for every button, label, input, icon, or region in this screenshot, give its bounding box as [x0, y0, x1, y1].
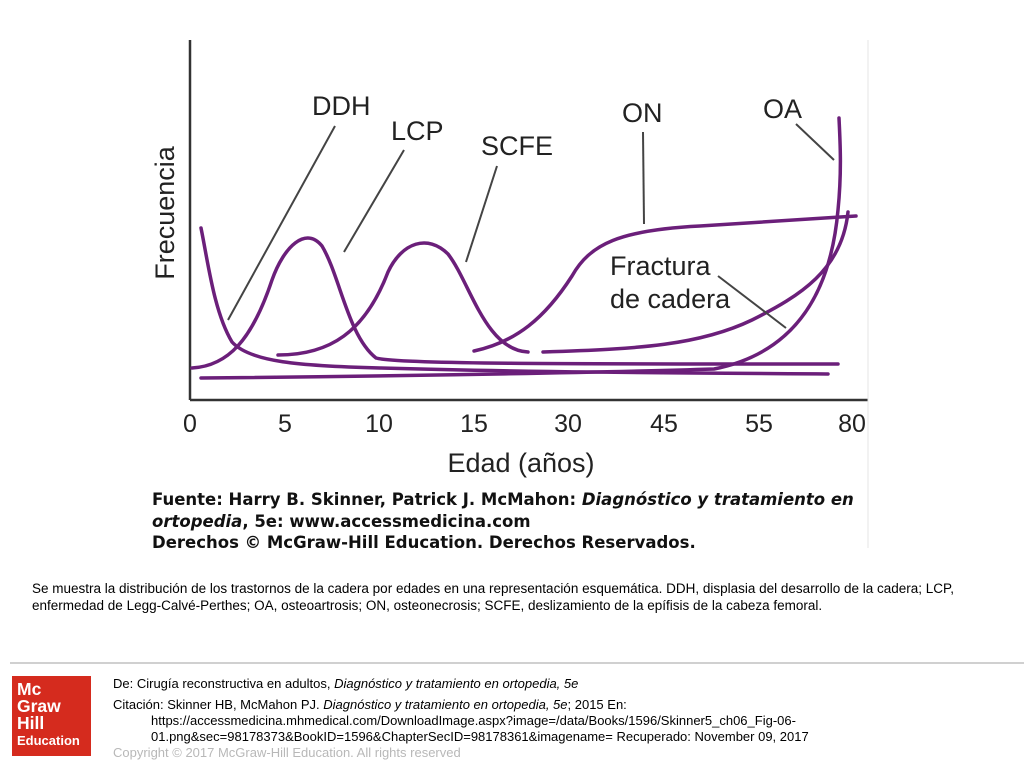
- x-tick-label: 30: [554, 410, 582, 438]
- figure-caption: Se muestra la distribución de los trasto…: [32, 580, 1002, 614]
- citation-line: Citación: Skinner HB, McMahon PJ. Diagnó…: [113, 697, 627, 712]
- on-label: ON: [622, 98, 663, 128]
- lcp-leader-line: [343, 149, 405, 253]
- x-tick-label: 10: [365, 410, 393, 438]
- x-tick-label: 15: [460, 410, 488, 438]
- from-line: De: Cirugía reconstructiva en adultos, D…: [113, 676, 579, 691]
- scfe-curve: [276, 241, 530, 357]
- scfe-label: SCFE: [481, 131, 553, 161]
- x-tick-label: 80: [838, 410, 866, 438]
- lcp-label: LCP: [391, 116, 444, 146]
- copyright-notice: Copyright © 2017 McGraw-Hill Education. …: [113, 745, 461, 760]
- hip-disorders-age-chart: Frecuencia Edad (años) 0 5 10 15 30 45 5…: [150, 40, 869, 552]
- caption-line-1: Se muestra la distribución de los trasto…: [32, 581, 955, 596]
- mcgraw-hill-education-logo: Mc Graw Hill Education: [12, 676, 91, 756]
- source-line-3: Derechos © McGraw-Hill Education. Derech…: [152, 533, 696, 552]
- x-tick-label: 5: [278, 410, 292, 438]
- x-axis-title: Edad (años): [447, 448, 594, 478]
- hip-fracture-leader-line: [717, 275, 787, 329]
- footer-divider: [10, 662, 1024, 664]
- x-tick-label: 0: [183, 410, 197, 438]
- on-curve: [472, 214, 858, 353]
- hip-fracture-curve: [541, 210, 850, 354]
- source-line-2: ortopedia, 5e: www.accessmedicina.com: [152, 512, 531, 531]
- x-tick-label: 45: [650, 410, 678, 438]
- oa-leader-line: [795, 123, 835, 161]
- caption-line-2: enfermedad de Legg-Calvé-Perthes; OA, os…: [32, 598, 823, 613]
- ddh-curve: [199, 226, 830, 376]
- oa-label: OA: [763, 94, 802, 124]
- oa-curve: [199, 116, 843, 380]
- hip-fracture-label-line-2: de cadera: [610, 284, 731, 314]
- ddh-label: DDH: [312, 91, 371, 121]
- lcp-curve: [190, 236, 840, 370]
- source-line-1: Fuente: Harry B. Skinner, Patrick J. McM…: [152, 490, 854, 509]
- citation-footer: De: Cirugía reconstructiva en adultos, D…: [113, 676, 1013, 761]
- citation-url-line-2[interactable]: 01.png&sec=98178373&BookID=1596&ChapterS…: [151, 729, 809, 744]
- scfe-leader-line: [465, 165, 498, 263]
- citation-url-line-1[interactable]: https://accessmedicina.mhmedical.com/Dow…: [151, 713, 796, 728]
- on-leader-line: [642, 131, 645, 225]
- ddh-leader-line: [227, 125, 336, 321]
- x-tick-label: 55: [745, 410, 773, 438]
- hip-fracture-label-line-1: Fractura: [610, 251, 712, 281]
- y-axis-title: Frecuencia: [150, 145, 180, 280]
